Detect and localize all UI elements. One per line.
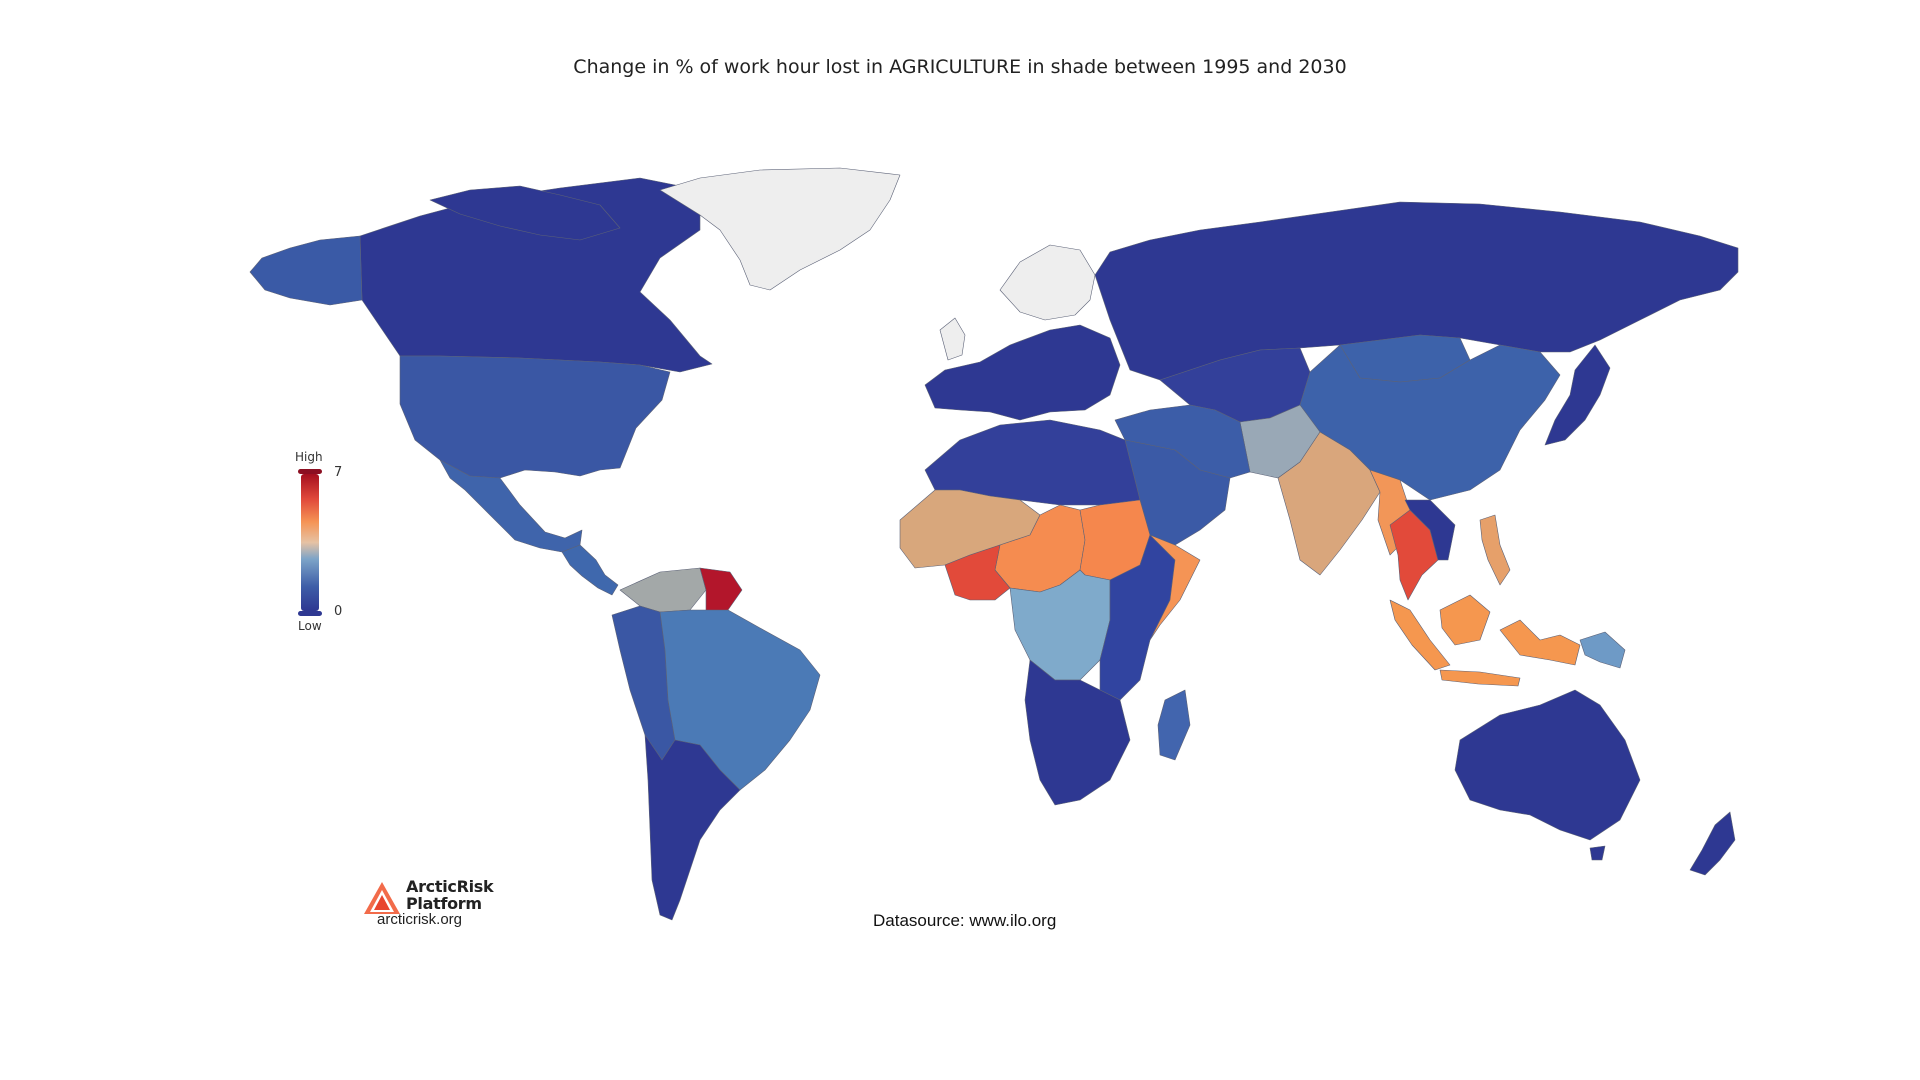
logo-name-line1: ArcticRisk: [406, 877, 494, 896]
region-continental-europe[interactable]: [924, 324, 1121, 421]
region-somalia[interactable]: [1149, 534, 1201, 641]
logo-triangle-icon: [364, 882, 400, 914]
region-alaska[interactable]: [249, 235, 363, 306]
region-tasmania[interactable]: [1589, 845, 1606, 861]
region-india[interactable]: [1277, 431, 1381, 576]
region-united-states[interactable]: [399, 355, 671, 479]
legend-low-label: Low: [298, 619, 322, 633]
region-indonesia-sumatra[interactable]: [1389, 599, 1451, 671]
region-guiana[interactable]: [699, 567, 743, 613]
legend-cap-top: [298, 469, 322, 474]
region-canadian-arctic[interactable]: [429, 185, 621, 241]
region-venezuela[interactable]: [619, 567, 707, 613]
region-japan[interactable]: [1544, 344, 1611, 446]
region-new-zealand[interactable]: [1689, 811, 1736, 876]
logo-name-line2: Platform: [406, 894, 482, 913]
region-greenland[interactable]: [659, 167, 901, 291]
region-indonesia-java[interactable]: [1439, 669, 1521, 687]
data-source: Datasource: www.ilo.org: [873, 911, 1057, 930]
legend-cap-bottom: [298, 611, 322, 616]
region-east-africa[interactable]: [1099, 534, 1176, 701]
region-indonesia-east[interactable]: [1499, 619, 1581, 666]
arcticrisk-logo[interactable]: ArcticRisk Platform arcticrisk.org: [362, 876, 522, 936]
region-philippines[interactable]: [1479, 514, 1511, 586]
legend-min-value: 0: [334, 604, 343, 619]
legend-color-bar: [301, 474, 319, 611]
legend-high-label: High: [295, 450, 323, 464]
region-central-america[interactable]: [561, 544, 619, 596]
logo-url[interactable]: arcticrisk.org: [377, 911, 463, 928]
region-madagascar[interactable]: [1157, 689, 1191, 761]
color-legend: High 7 0 Low: [285, 450, 405, 640]
region-northern-europe[interactable]: [999, 244, 1096, 321]
region-australia[interactable]: [1454, 689, 1641, 841]
region-vietnam-laos[interactable]: [1404, 499, 1456, 561]
chart-title: Change in % of work hour lost in AGRICUL…: [573, 56, 1347, 78]
region-southern-africa[interactable]: [1024, 659, 1131, 806]
legend-max-value: 7: [334, 465, 343, 480]
region-indonesia-borneo[interactable]: [1439, 594, 1491, 646]
region-papua-new-guinea[interactable]: [1579, 631, 1626, 669]
region-southern-cone[interactable]: [644, 734, 741, 921]
region-british-isles[interactable]: [939, 317, 966, 361]
